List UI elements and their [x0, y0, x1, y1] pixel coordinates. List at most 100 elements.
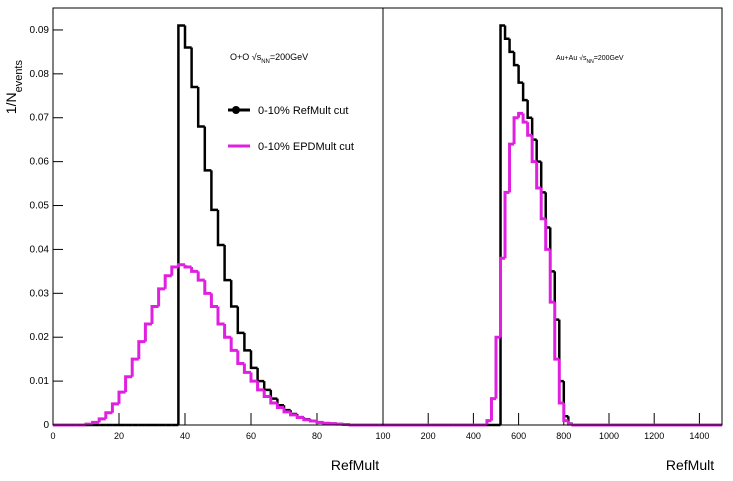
histogram-bin [508, 142, 515, 193]
histogram-bin [97, 417, 106, 423]
histogram-bin [289, 411, 298, 417]
x-tick-label: 400 [466, 431, 481, 441]
histogram-bin [216, 209, 225, 247]
y-tick-label: 0.01 [30, 376, 50, 387]
histogram-bin [526, 100, 533, 119]
x-tick-label: 600 [511, 431, 526, 441]
histogram-bin [216, 306, 225, 326]
histogram-bin [249, 350, 258, 370]
histogram-bin [508, 38, 515, 54]
histogram-bin [196, 271, 205, 282]
histogram-bin [242, 363, 251, 374]
histogram-bin [117, 390, 126, 404]
histogram-bin [256, 381, 265, 392]
histogram-bin [190, 266, 199, 273]
histogram-bin [150, 304, 159, 325]
histogram-bin [503, 25, 510, 40]
histogram-bin [489, 397, 496, 421]
histogram-bin [236, 350, 245, 366]
histogram-bin [183, 264, 192, 269]
x-axis-label: RefMult [666, 457, 714, 473]
histogram-bin [282, 407, 291, 414]
histogram-bin [209, 293, 218, 308]
x-tick-label: 1000 [599, 431, 619, 441]
histogram-bin [302, 417, 311, 422]
histogram-bin [143, 322, 152, 342]
histogram-bin [517, 111, 524, 118]
histogram-bin [236, 306, 245, 335]
histogram-bin [91, 420, 100, 425]
histogram-bin [521, 113, 528, 124]
histogram-bin [110, 402, 119, 413]
histogram-bin [223, 324, 232, 339]
annotation-sub: NN [587, 59, 595, 65]
histogram-bin [517, 65, 524, 84]
legend-marker [232, 106, 240, 114]
y-tick-label: 0.02 [30, 332, 50, 343]
x-tick-label: 40 [180, 431, 190, 441]
histogram-bin [499, 256, 506, 338]
x-tick-label: 200 [421, 431, 436, 441]
legend-label: 0-10% EPDMult cut [258, 141, 354, 153]
annotation-text: =200GeV [594, 55, 624, 62]
histogram-bin [562, 403, 569, 423]
x-tick-label: 1400 [689, 431, 709, 441]
histogram-bin [203, 126, 212, 172]
y-tick-label: 0.09 [30, 25, 50, 36]
histogram-bin [249, 372, 258, 383]
histogram-bin [190, 47, 199, 89]
y-tick-label: 0.08 [30, 69, 50, 80]
histogram-bin [210, 170, 218, 212]
y-tick-label: 0.06 [30, 157, 50, 168]
y-axis-label-main: 1/N [3, 92, 19, 114]
histogram-bin [315, 420, 324, 424]
x-tick-label: 1200 [644, 431, 664, 441]
histogram-bin [295, 414, 304, 420]
annotation-text: Au+Au √s [556, 54, 587, 62]
histogram-bin [176, 263, 185, 267]
histogram-bin [539, 187, 546, 221]
y-tick-label: 0 [43, 420, 49, 431]
histogram-bin [494, 335, 501, 399]
histogram-bin [530, 135, 537, 164]
y-tick-label: 0.07 [30, 113, 50, 124]
y-tick-label: 0.04 [30, 244, 50, 255]
histogram-bin [503, 190, 510, 259]
annotation-sub: NN [261, 59, 270, 65]
x-tick-label: 100 [375, 431, 390, 441]
histogram-bin [183, 25, 192, 49]
y-tick-label: 0.03 [30, 288, 50, 299]
histogram-bin [137, 340, 146, 360]
annotation: Au+Au √sNN=200GeV [556, 54, 624, 65]
histogram-bin [163, 274, 172, 289]
histogram-bin [557, 359, 564, 405]
histogram-bin [485, 419, 492, 425]
histogram-bin [308, 419, 317, 423]
plot-frame [382, 7, 723, 426]
histogram-bin [229, 280, 238, 308]
annotation: O+O √sNN=200GeV [230, 52, 308, 65]
x-axis-label: RefMult [331, 457, 379, 473]
histogram-bin [229, 337, 238, 352]
histogram-bin [203, 280, 212, 295]
histogram-bin [243, 332, 251, 352]
histogram-bin [521, 82, 528, 102]
histogram-bin [177, 24, 185, 425]
histogram-bin [104, 411, 113, 419]
histogram-bin [223, 245, 232, 282]
histogram-bin [196, 87, 205, 128]
y-tick-label: 0.05 [30, 201, 50, 212]
histogram-bin [535, 161, 542, 190]
y-axis-label-sub: events [13, 60, 25, 93]
histogram-bin [130, 357, 139, 377]
histogram-bin [269, 396, 278, 405]
histogram-bin [124, 375, 133, 393]
histogram-bin [322, 421, 331, 425]
histogram-bin [262, 389, 271, 398]
x-tick-label: 20 [114, 431, 124, 441]
x-tick-label: 80 [312, 431, 322, 441]
histogram-bin [566, 420, 573, 426]
histogram-bin [544, 218, 551, 251]
legend-label: 0-10% RefMult cut [258, 105, 348, 117]
